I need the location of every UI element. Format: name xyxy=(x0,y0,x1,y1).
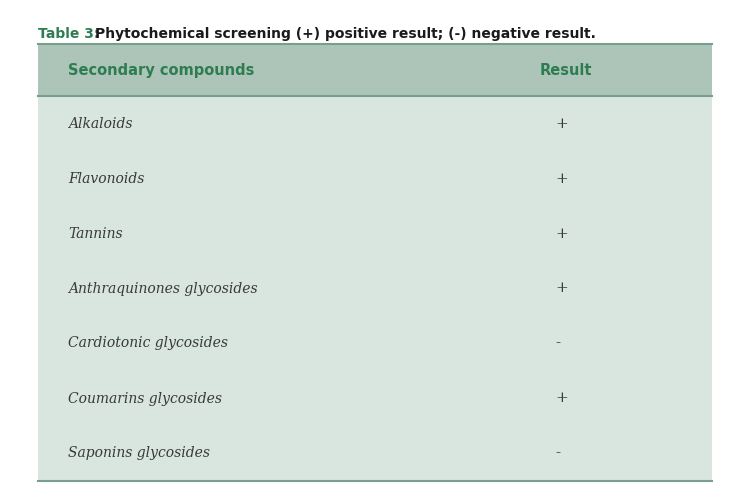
Text: -: - xyxy=(555,447,560,461)
Text: +: + xyxy=(555,227,568,241)
Text: Phytochemical screening (+) positive result; (-) negative result.: Phytochemical screening (+) positive res… xyxy=(95,27,596,41)
Text: +: + xyxy=(555,281,568,295)
Text: Coumarins glycosides: Coumarins glycosides xyxy=(68,392,222,406)
Text: +: + xyxy=(555,116,568,131)
Text: Flavonoids: Flavonoids xyxy=(68,172,144,186)
Text: Table 3:: Table 3: xyxy=(38,27,104,41)
Bar xyxy=(38,44,712,96)
Text: Anthraquinones glycosides: Anthraquinones glycosides xyxy=(68,281,258,295)
Text: +: + xyxy=(555,172,568,186)
Text: +: + xyxy=(555,392,568,406)
Text: Result: Result xyxy=(540,62,592,77)
Text: Tannins: Tannins xyxy=(68,227,123,241)
Text: Saponins glycosides: Saponins glycosides xyxy=(68,447,210,461)
Text: Cardiotonic glycosides: Cardiotonic glycosides xyxy=(68,336,228,350)
Text: -: - xyxy=(555,336,560,350)
Text: Alkaloids: Alkaloids xyxy=(68,116,133,131)
Bar xyxy=(38,44,712,481)
Text: Secondary compounds: Secondary compounds xyxy=(68,62,254,77)
